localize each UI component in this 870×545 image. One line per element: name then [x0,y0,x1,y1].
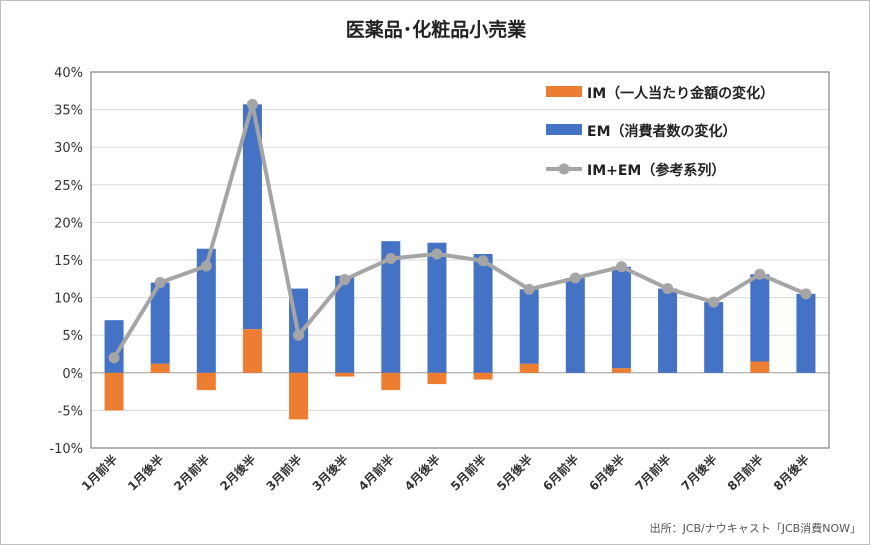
legend-label: EM（消費者数の変化） [587,123,737,140]
em-bar [242,104,262,330]
y-tick-label: 0% [62,367,83,382]
im-bar [104,372,124,411]
im-bar [289,372,309,420]
em-bar [658,288,678,373]
plot-area-border [90,71,830,449]
im-bar [427,372,447,385]
y-tick-label: 20% [54,216,83,231]
im-em-point [200,260,212,272]
x-tick-label: 2月後半 [217,452,259,494]
em-bar [565,278,585,373]
im-bar [242,329,262,373]
im-em-point [339,274,351,286]
im-bar [196,372,216,391]
y-tick-label: -5% [58,404,83,419]
x-tick-label: 8月前半 [724,452,766,494]
legend-swatch-em [546,124,582,135]
x-tick-label: 1月前半 [78,452,120,494]
im-bar [473,372,493,380]
im-em-point [615,261,627,273]
x-tick-label: 3月後半 [309,452,351,494]
im-bar [150,363,170,373]
im-em-point [800,288,812,300]
em-bar [427,242,447,373]
im-em-point [477,255,489,267]
y-tick-label: 40% [54,66,83,81]
em-bar [796,293,816,373]
x-tick-label: 8月後半 [770,452,812,494]
legend-swatch-im [546,86,582,97]
em-bar [750,274,770,362]
im-em-point [569,272,581,284]
im-em-point [108,352,120,364]
im-bar [750,361,770,373]
chart-title: 医薬品･化粧品小売業 [345,19,527,41]
x-tick-label: 1月後半 [124,452,166,494]
y-tick-label: -10% [49,442,83,457]
em-bar [473,253,493,373]
im-em-point [154,277,166,289]
im-bar [335,372,355,377]
y-tick-label: 35% [54,104,83,119]
im-em-point [246,98,258,110]
y-tick-label: 30% [54,141,83,156]
y-tick-label: 25% [54,179,83,194]
em-bar [704,302,724,373]
legend-label: IM+EM（参考系列） [587,162,725,179]
x-tick-label: 4月後半 [401,452,443,494]
im-bar [381,372,401,391]
em-bar [150,282,170,364]
em-bar [611,266,631,369]
source-note: 出所：JCB/ナウキャスト「JCB消費NOW」 [649,522,861,535]
y-tick-label: 10% [54,292,83,307]
x-tick-label: 5月前半 [447,452,489,494]
im-em-line [112,102,807,359]
x-tick-label: 4月前半 [355,452,397,494]
im-em-point [385,252,397,264]
im-em-point [431,248,443,260]
legend-swatch-marker [558,163,570,175]
x-tick-label: 2月前半 [170,452,212,494]
im-em-point [754,268,766,280]
em-bar [196,248,216,373]
em-bar [519,289,539,364]
im-em-point [662,283,674,295]
y-tick-label: 5% [62,329,83,344]
x-tick-label: 6月前半 [539,452,581,494]
em-bar [381,241,401,373]
x-tick-label: 6月後半 [586,452,628,494]
x-tick-label: 5月後半 [493,452,535,494]
im-em-point [293,329,305,341]
x-tick-label: 7月後半 [678,452,720,494]
y-tick-label: 15% [54,254,83,269]
im-bar [611,368,631,373]
legend-label: IM（一人当たり金額の変化） [587,85,774,102]
im-em-point [708,296,720,308]
x-tick-label: 7月前半 [632,452,674,494]
em-bar [335,275,355,373]
im-em-point [523,283,535,295]
im-bar [519,363,539,373]
x-tick-label: 3月前半 [263,452,305,494]
